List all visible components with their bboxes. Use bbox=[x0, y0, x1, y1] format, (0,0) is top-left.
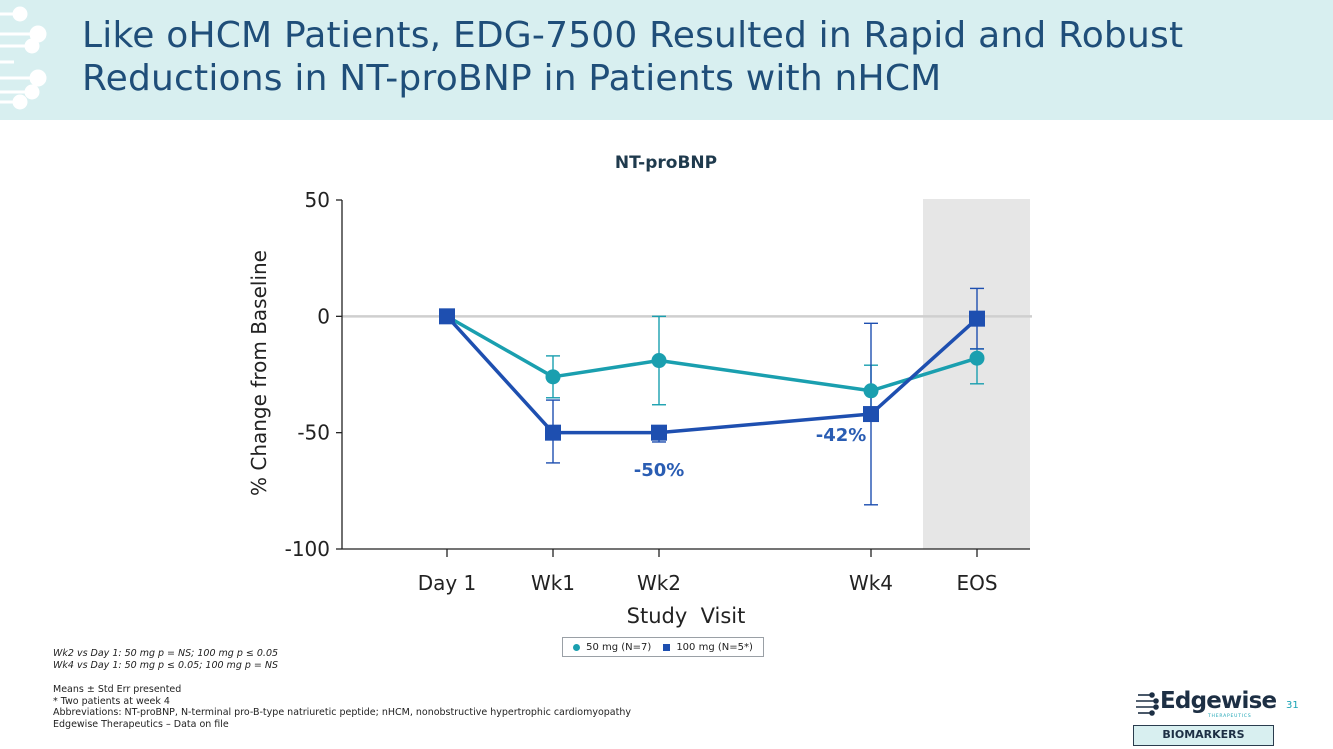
legend-circle-icon bbox=[573, 643, 581, 651]
page-title: Like oHCM Patients, EDG-7500 Resulted in… bbox=[82, 14, 1312, 100]
logo-wordmark: Edgewise bbox=[1160, 688, 1277, 714]
data-point-50mg bbox=[969, 350, 985, 366]
header-bar: Like oHCM Patients, EDG-7500 Resulted in… bbox=[0, 0, 1333, 120]
y-tick-label: -50 bbox=[297, 421, 330, 445]
y-tick-label: 0 bbox=[317, 304, 330, 328]
legend-item-100mg: 100 mg (N=5*) bbox=[676, 641, 753, 653]
data-point-50mg bbox=[651, 353, 667, 369]
legend-square-icon bbox=[663, 643, 671, 651]
chart-title: NT-proBNP bbox=[615, 153, 717, 173]
footnote-1: Means ± Std Err presented bbox=[53, 684, 182, 695]
x-tick-label: Day 1 bbox=[418, 571, 477, 595]
y-axis-ticks: 50 0 -50 -100 bbox=[285, 188, 342, 561]
legend-item-50mg: 50 mg (N=7) bbox=[586, 641, 652, 653]
x-tick-label: Wk2 bbox=[637, 571, 681, 595]
axes bbox=[341, 200, 1030, 550]
x-tick-label: Wk4 bbox=[849, 571, 893, 595]
footnote-4: Edgewise Therapeutics – Data on file bbox=[53, 718, 229, 730]
data-point-50mg bbox=[545, 369, 561, 385]
data-point-100mg bbox=[863, 406, 879, 423]
y-axis-label: % Change from Baseline bbox=[247, 250, 271, 496]
footnote-2: * Two patients at week 4 bbox=[53, 695, 170, 707]
x-tick-label: EOS bbox=[956, 571, 997, 595]
logo-subtitle: THERAPEUTICS bbox=[1208, 714, 1252, 719]
y-tick-label: -100 bbox=[285, 537, 330, 561]
annotation-label: -42% bbox=[816, 425, 867, 446]
nt-probnp-chart: 50 0 -50 -100 Day 1 Wk1 Wk2 Wk4 EOS -50% -42% NT… bbox=[247, 153, 1032, 628]
data-point-100mg bbox=[439, 308, 455, 325]
data-point-100mg bbox=[545, 424, 561, 441]
data-point-100mg bbox=[651, 424, 667, 441]
data-point-50mg bbox=[863, 383, 879, 399]
series-line-1 bbox=[446, 314, 978, 393]
footnote-3: Abbreviations: NT-proBNP, N-terminal pro… bbox=[53, 707, 631, 718]
circuit-decoration-icon bbox=[0, 6, 47, 110]
series-group bbox=[439, 287, 985, 506]
stat-line-2: Wk4 vs Day 1: 50 mg p ≤ 0.05; 100 mg p =… bbox=[53, 660, 279, 671]
x-axis-ticks: Day 1 Wk1 Wk2 Wk4 EOS bbox=[418, 549, 998, 595]
footnotes: Means ± Std Err presented * Two patients… bbox=[53, 684, 631, 730]
statistics-notes: Wk2 vs Day 1: 50 mg p = NS; 100 mg p ≤ 0… bbox=[53, 648, 278, 672]
chart-legend: 50 mg (N=7) 100 mg (N=5*) bbox=[562, 637, 764, 657]
data-point-100mg bbox=[969, 310, 985, 327]
page-number: 31 bbox=[1286, 700, 1299, 711]
section-badge: BIOMARKERS bbox=[1133, 725, 1274, 746]
edgewise-logo-icon bbox=[1136, 692, 1159, 716]
title-line-1: Like oHCM Patients, EDG-7500 Resulted in… bbox=[82, 15, 1184, 56]
y-tick-label: 50 bbox=[305, 188, 330, 212]
x-tick-label: Wk1 bbox=[531, 571, 575, 595]
x-axis-label: Study Visit bbox=[627, 604, 746, 628]
title-line-2: Reductions in NT-proBNP in Patients with… bbox=[82, 58, 942, 99]
stat-line-1: Wk2 vs Day 1: 50 mg p = NS; 100 mg p ≤ 0… bbox=[53, 648, 279, 659]
annotation-label: -50% bbox=[634, 460, 685, 481]
series-line-2 bbox=[445, 315, 979, 435]
annotations: -50% -42% bbox=[634, 425, 867, 481]
